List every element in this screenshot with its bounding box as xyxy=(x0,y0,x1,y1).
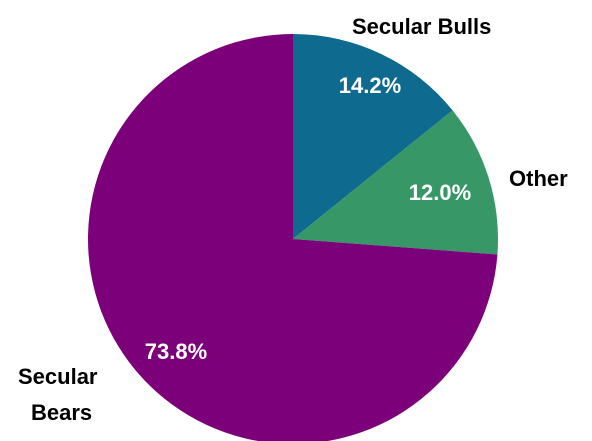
category-label-secular-bears: Secular Bears xyxy=(18,364,98,425)
data-label-other: 12.0% xyxy=(409,180,471,205)
category-label-other: Other xyxy=(509,166,568,191)
pie-slices xyxy=(88,34,498,441)
data-label-secular-bears: 73.8% xyxy=(145,339,207,364)
pie-slice-secular-bulls xyxy=(293,34,453,239)
pie-labels: 14.2% Secular Bulls 12.0% Other 73.8% Secular… xyxy=(18,14,568,425)
data-label-secular-bulls: 14.2% xyxy=(339,73,401,98)
pie-slice-secular-bears xyxy=(88,34,498,441)
pie-slice-other xyxy=(293,110,498,255)
category-label-secular-bulls: Secular Bulls xyxy=(352,14,491,39)
